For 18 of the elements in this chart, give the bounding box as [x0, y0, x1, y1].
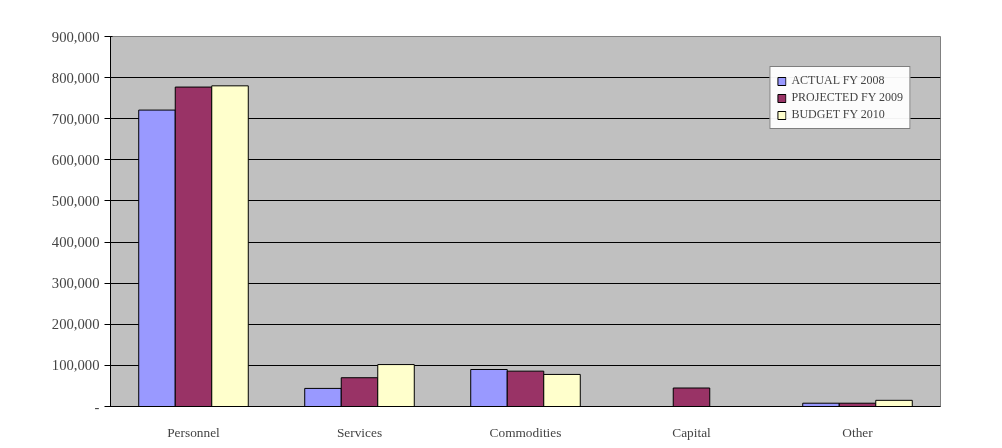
- x-tick-label: Capital: [672, 424, 712, 440]
- y-tick-label: 600,000: [51, 151, 100, 168]
- y-tick-label: 900,000: [51, 28, 100, 45]
- y-tick-label: 300,000: [51, 275, 100, 292]
- y-tick-label: 200,000: [51, 316, 100, 333]
- y-tick-label: -: [94, 398, 100, 415]
- x-tick-label: Commodities: [489, 424, 562, 440]
- x-tick-label: Other: [842, 424, 874, 440]
- y-tick-label: 400,000: [51, 234, 100, 251]
- legend-label: ACTUAL FY 2008: [791, 73, 885, 88]
- legend-label: PROJECTED FY 2009: [791, 90, 903, 105]
- y-tick-label: 800,000: [51, 69, 100, 86]
- legend-label: BUDGET FY 2010: [791, 107, 885, 122]
- y-tick-label: 500,000: [51, 192, 100, 209]
- y-tick-label: 100,000: [51, 357, 100, 374]
- y-tick-label: 700,000: [51, 110, 100, 127]
- x-tick-label: Personnel: [167, 424, 221, 440]
- x-tick-label: Services: [336, 424, 383, 440]
